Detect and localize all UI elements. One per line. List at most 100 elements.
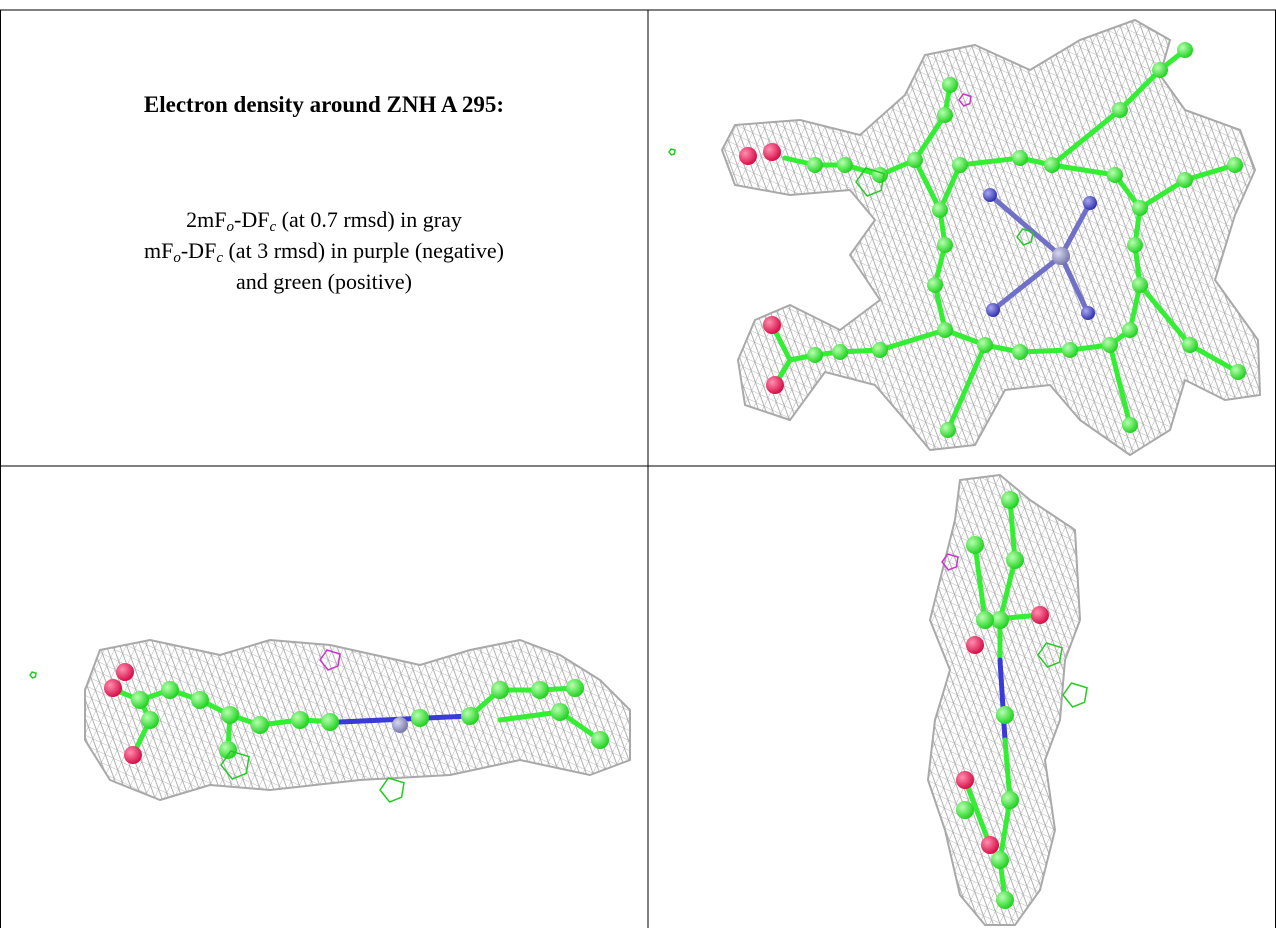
legend-text: 2mF: [186, 207, 227, 232]
atom: [837, 157, 853, 173]
atom: [1102, 337, 1118, 353]
difference-density: [379, 777, 405, 803]
atom: [937, 237, 953, 253]
atom: [739, 147, 757, 165]
atom: [1083, 196, 1097, 210]
atom: [124, 746, 142, 764]
difference-density: [958, 93, 972, 107]
difference-density: [220, 750, 250, 780]
legend-text: (at 0.7 rmsd) in gray: [276, 207, 462, 232]
atom: [1227, 157, 1243, 173]
atom: [1230, 364, 1246, 380]
atom: [991, 851, 1009, 869]
atom: [1177, 42, 1193, 58]
atom: [1081, 306, 1095, 320]
atom: [956, 771, 974, 789]
atom: [566, 679, 584, 697]
atom: [1107, 167, 1123, 183]
atom: [321, 713, 339, 731]
difference-density: [1037, 642, 1063, 668]
atom: [461, 707, 479, 725]
atom: [1052, 247, 1070, 265]
atom: [807, 347, 823, 363]
atom: [1132, 200, 1148, 216]
legend-text: -DF: [180, 238, 217, 263]
legend-text: mF: [144, 238, 174, 263]
atom: [937, 322, 953, 338]
atom: [1001, 491, 1019, 509]
atom: [1012, 344, 1028, 360]
legend-line: and green (positive): [0, 266, 648, 297]
atom: [1112, 102, 1128, 118]
legend-text: and green (positive): [236, 269, 412, 294]
difference-density: [319, 649, 341, 671]
atom: [1044, 157, 1060, 173]
atom: [1012, 150, 1028, 166]
atom: [1001, 791, 1019, 809]
atom: [983, 188, 997, 202]
bond: [467, 685, 578, 719]
legend-subscript: c: [269, 219, 277, 235]
difference-density: [29, 671, 37, 679]
atom: [491, 681, 509, 699]
atom: [1177, 172, 1193, 188]
atom: [942, 77, 958, 93]
atom: [219, 741, 237, 759]
bond: [1058, 200, 1093, 259]
atom: [116, 663, 134, 681]
atom: [1132, 277, 1148, 293]
difference-density: [1062, 682, 1088, 708]
difference-density: [1016, 228, 1034, 246]
atom: [392, 717, 408, 733]
atom: [104, 679, 122, 697]
atom: [411, 709, 429, 727]
atom: [981, 836, 999, 854]
legend-subscript: o: [173, 250, 181, 266]
legend-line: mFo-DFc (at 3 rmsd) in purple (negative): [0, 235, 648, 266]
atom: [551, 703, 569, 721]
legend-subscript: c: [216, 250, 223, 266]
atom: [591, 731, 609, 749]
atom: [763, 143, 781, 161]
atom: [966, 536, 984, 554]
legend-text: -DF: [234, 207, 270, 232]
difference-density: [941, 553, 959, 571]
atom: [1122, 417, 1138, 433]
bond: [769, 322, 948, 363]
atom: [872, 167, 888, 183]
atom: [927, 277, 943, 293]
legend-subscript: o: [226, 219, 235, 235]
atom: [966, 636, 984, 654]
bond: [1058, 253, 1091, 316]
atom: [956, 801, 974, 819]
atom: [940, 422, 956, 438]
atom: [952, 157, 968, 173]
atom: [996, 706, 1014, 724]
atom: [291, 711, 309, 729]
legend-line: 2mFo-DFc (at 0.7 rmsd) in gray: [0, 204, 648, 235]
atom: [1127, 237, 1143, 253]
atom: [1006, 551, 1024, 569]
atom: [996, 891, 1014, 909]
atom: [251, 716, 269, 734]
bond: [990, 253, 1064, 313]
atom: [872, 342, 888, 358]
atom: [976, 611, 994, 629]
bond: [1049, 47, 1188, 168]
legend: 2mFo-DFc (at 0.7 rmsd) in gray mFo-DFc (…: [0, 204, 648, 297]
atom: [766, 376, 784, 394]
atom: [131, 691, 149, 709]
bond: [1107, 342, 1133, 428]
atom: [531, 681, 549, 699]
figure-title: Electron density around ZNH A 295:: [143, 92, 505, 117]
atom: [191, 691, 209, 709]
atom: [221, 706, 239, 724]
difference-density: [668, 148, 676, 156]
atom: [932, 202, 948, 218]
atom: [807, 157, 823, 173]
atom: [1031, 606, 1049, 624]
bond: [997, 497, 1018, 663]
molecule-views: [29, 19, 1261, 926]
atom: [161, 681, 179, 699]
